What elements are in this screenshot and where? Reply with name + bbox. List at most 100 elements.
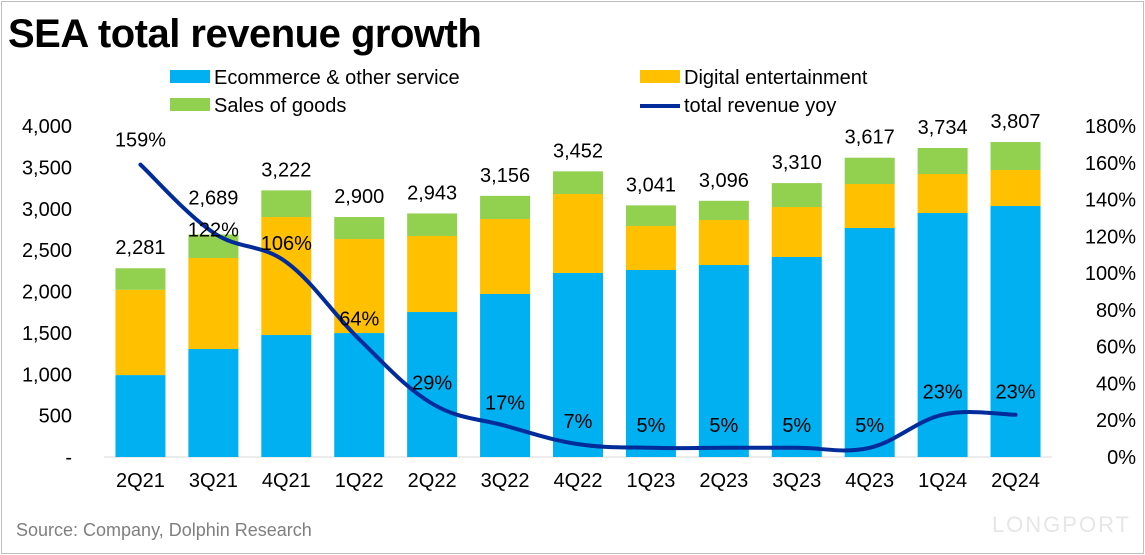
total-label: 3,222 [261, 159, 311, 181]
total-label: 3,096 [699, 170, 749, 192]
bar-ecommerce [698, 265, 749, 457]
y2-tick-label: 60% [1096, 337, 1136, 359]
bar-sales [990, 141, 1041, 171]
total-label: 3,617 [845, 127, 895, 149]
bar-digital [917, 173, 968, 213]
y2-tick-label: 0% [1107, 447, 1136, 469]
bar-ecommerce [407, 312, 458, 457]
legend-label: total revenue yoy [684, 95, 836, 117]
bar-digital [188, 257, 239, 350]
y2-tick-label: 160% [1085, 153, 1136, 175]
yoy-label: 17% [485, 393, 525, 415]
bar-sales [771, 183, 822, 208]
x-tick-label: 4Q23 [845, 470, 894, 492]
yoy-label: 29% [412, 373, 452, 395]
yoy-label: 5% [636, 415, 665, 437]
bar-ecommerce [334, 333, 385, 457]
y-tick-label: 1,500 [22, 323, 72, 345]
y2-tick-label: 120% [1085, 226, 1136, 248]
source-note: Source: Company, Dolphin Research [16, 520, 312, 540]
bar-sales [625, 205, 676, 227]
x-tick-label: 1Q23 [626, 470, 675, 492]
legend-label: Sales of goods [214, 95, 346, 117]
bar-sales [553, 171, 603, 195]
y-tick-label: 3,500 [22, 157, 72, 179]
bar-sales [115, 268, 166, 290]
bar-digital [115, 289, 166, 376]
legend-swatch [170, 98, 210, 111]
y2-tick-label: 140% [1085, 190, 1136, 212]
x-tick-label: 1Q22 [335, 470, 384, 492]
total-label: 2,281 [115, 237, 165, 259]
bar-sales [334, 217, 385, 240]
y2-tick-label: 80% [1096, 300, 1136, 322]
y2-tick-label: 180% [1085, 116, 1136, 138]
y-tick-label: 500 [39, 406, 72, 428]
bar-digital [334, 239, 385, 334]
y-tick-label: 3,000 [22, 199, 72, 221]
bar-digital [553, 194, 603, 273]
x-tick-label: 1Q24 [918, 470, 967, 492]
bar-ecommerce [990, 206, 1041, 457]
y2-tick-label: 100% [1085, 263, 1136, 285]
x-tick-label: 4Q21 [262, 470, 311, 492]
y2-tick-label: 40% [1096, 373, 1136, 395]
x-tick-label: 4Q22 [554, 470, 603, 492]
bar-sales [917, 148, 968, 174]
y-tick-label: 2,500 [22, 240, 72, 262]
chart-title: SEA total revenue growth [8, 12, 482, 56]
total-label: 3,156 [480, 165, 530, 187]
legend-label: Ecommerce & other service [214, 67, 460, 89]
bar-ecommerce [553, 272, 603, 457]
legend-swatch [640, 70, 680, 83]
yoy-label: 64% [339, 308, 379, 330]
yoy-label: 122% [188, 220, 239, 242]
bar-digital [844, 184, 895, 229]
bar-digital [698, 220, 749, 266]
bar-digital [990, 170, 1041, 207]
yoy-line [138, 162, 1018, 453]
bar-sales [698, 200, 749, 221]
bar-ecommerce [261, 335, 312, 457]
yoy-label: 5% [782, 415, 811, 437]
bar-ecommerce [844, 228, 895, 457]
y2-tick-label: 20% [1096, 410, 1136, 432]
yoy-label: 106% [261, 233, 312, 255]
bar-ecommerce [771, 256, 822, 457]
bar-digital [407, 235, 458, 313]
legend-swatch [170, 70, 210, 83]
x-tick-label: 2Q24 [991, 470, 1040, 492]
total-label: 2,689 [188, 187, 238, 209]
total-label: 3,807 [991, 111, 1041, 133]
total-label: 3,041 [626, 174, 676, 196]
total-label: 3,452 [553, 140, 603, 162]
y-tick-label: 1,000 [22, 364, 72, 386]
y-tick-label: 2,000 [22, 282, 72, 304]
x-tick-label: 2Q23 [699, 470, 748, 492]
yoy-label: 23% [923, 382, 963, 404]
bar-ecommerce [188, 349, 239, 457]
x-tick-label: 2Q21 [116, 470, 165, 492]
yoy-label: 5% [709, 415, 738, 437]
total-label: 3,310 [772, 152, 822, 174]
yoy-label: 5% [855, 415, 884, 437]
legend-label: Digital entertainment [684, 67, 868, 89]
x-tick-label: 2Q22 [408, 470, 457, 492]
yoy-label: 7% [564, 411, 593, 433]
x-tick-label: 3Q21 [189, 470, 238, 492]
bar-digital [480, 219, 531, 294]
bar-sales [480, 195, 531, 220]
yoy-label: 23% [996, 382, 1036, 404]
bar-ecommerce [625, 269, 676, 457]
total-label: 3,734 [918, 117, 968, 139]
total-label: 2,943 [407, 182, 457, 204]
bar-digital [771, 207, 822, 257]
bar-digital [625, 226, 676, 270]
y-tick-label: - [65, 447, 72, 469]
bar-ecommerce [115, 375, 166, 457]
x-tick-label: 3Q23 [772, 470, 821, 492]
bar-sales [407, 213, 458, 236]
total-label: 2,900 [334, 186, 384, 208]
